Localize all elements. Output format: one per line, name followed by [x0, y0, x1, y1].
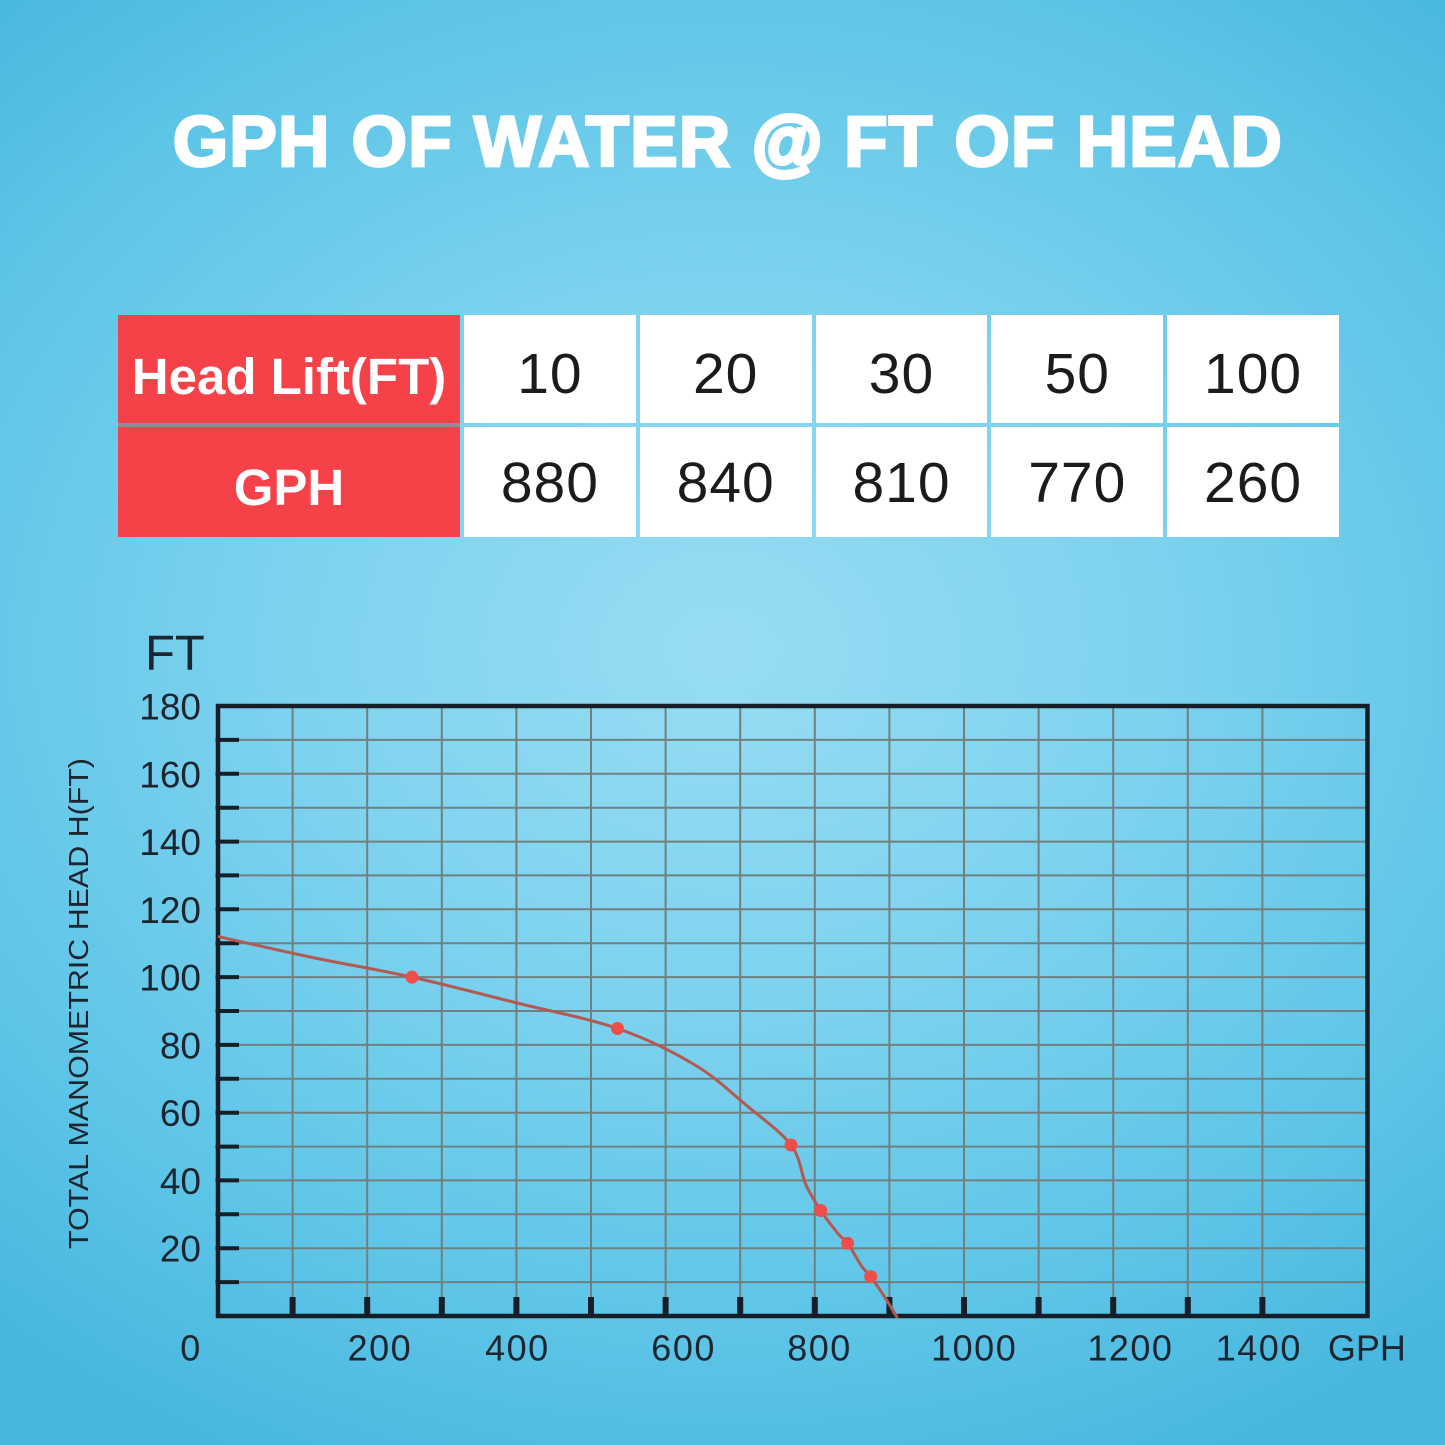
svg-text:1400: 1400 — [1216, 1328, 1302, 1369]
svg-text:60: 60 — [160, 1093, 201, 1134]
svg-text:200: 200 — [348, 1328, 413, 1369]
svg-text:800: 800 — [787, 1328, 852, 1369]
svg-text:0: 0 — [180, 1328, 202, 1369]
svg-text:120: 120 — [139, 890, 201, 931]
svg-text:140: 140 — [139, 822, 201, 863]
svg-text:1000: 1000 — [931, 1328, 1017, 1369]
svg-text:1200: 1200 — [1087, 1328, 1173, 1369]
svg-text:20: 20 — [160, 1229, 201, 1270]
svg-text:GPH: GPH — [1328, 1328, 1406, 1369]
svg-text:40: 40 — [160, 1161, 201, 1202]
svg-text:100: 100 — [139, 958, 201, 999]
svg-text:600: 600 — [651, 1328, 716, 1369]
svg-text:160: 160 — [139, 754, 201, 795]
svg-text:400: 400 — [485, 1328, 550, 1369]
svg-text:FT: FT — [145, 627, 205, 681]
svg-text:80: 80 — [160, 1025, 201, 1066]
svg-text:180: 180 — [139, 687, 201, 728]
svg-text:TOTAL MANOMETRIC HEAD H(FT): TOTAL MANOMETRIC HEAD H(FT) — [63, 758, 94, 1249]
